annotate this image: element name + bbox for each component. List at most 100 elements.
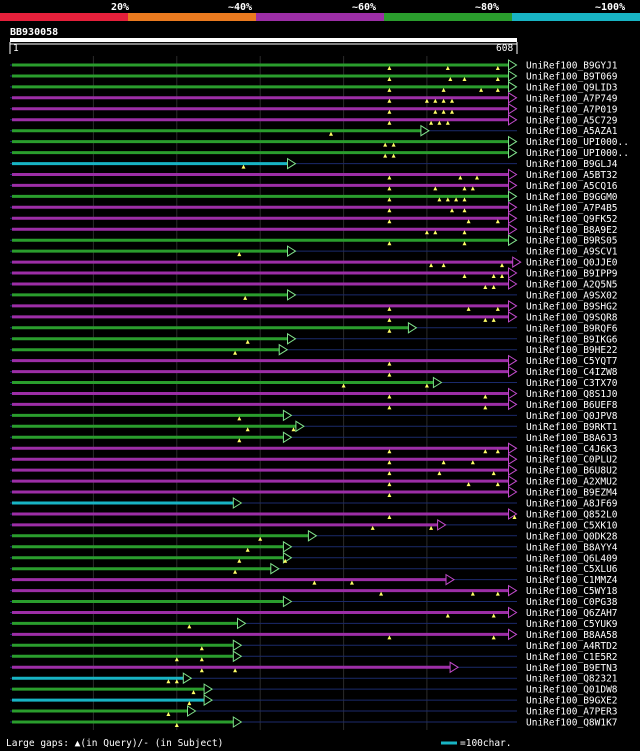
hit-label[interactable]: UniRef100_C5YUK9 <box>526 619 618 630</box>
hit-label[interactable]: UniRef100_C1MMZ4 <box>526 575 618 586</box>
gap-marker <box>424 230 429 235</box>
gap-marker <box>483 285 488 289</box>
hit-arrowhead <box>232 650 243 663</box>
gap-marker <box>495 482 500 487</box>
hit-label[interactable]: UniRef100_Q8W1K7 <box>526 718 618 729</box>
hit-arrowhead <box>508 146 518 159</box>
hit-label[interactable]: UniRef100_B9SHG2 <box>526 301 618 312</box>
hit-label[interactable]: UniRef100_B9ETN3 <box>526 663 618 674</box>
hit-label[interactable]: UniRef100_A5BT32 <box>526 170 618 181</box>
hit-label[interactable]: UniRef100_A4RTD2 <box>526 641 618 652</box>
hit-label[interactable]: UniRef100_Q6L409 <box>526 553 618 564</box>
hit-label[interactable]: UniRef100_Q82321 <box>526 674 618 685</box>
gap-marker <box>174 657 179 662</box>
hit-label[interactable]: UniRef100_B9GGM0 <box>526 192 618 203</box>
hit-arrowhead <box>232 639 243 652</box>
hit-arrowhead <box>203 694 214 707</box>
query-title[interactable]: BB930058 <box>10 27 58 38</box>
hit-label[interactable]: UniRef100_Q0DK28 <box>526 531 618 542</box>
hit-label[interactable]: UniRef100_B9RQF6 <box>526 323 618 334</box>
hit-label[interactable]: UniRef100_B6UEF8 <box>526 400 618 411</box>
hit-label[interactable]: UniRef100_B8A9E2 <box>526 225 618 236</box>
legend-label-100: ~100% <box>595 2 625 13</box>
hit-label[interactable]: UniRef100_A9SX02 <box>526 290 618 301</box>
hit-arrowhead <box>508 223 518 236</box>
hit-label[interactable]: UniRef100_A5C729 <box>526 115 618 126</box>
hit-label[interactable]: UniRef100_C1E5R2 <box>526 652 618 663</box>
hit-label[interactable]: UniRef100_C4IZW8 <box>526 367 618 378</box>
hit-label[interactable]: UniRef100_B9GXE2 <box>526 696 618 707</box>
hit-arrowhead <box>282 409 293 422</box>
hit-label[interactable]: UniRef100_C4J6K3 <box>526 444 618 455</box>
hit-label[interactable]: UniRef100_C0PLU2 <box>526 455 618 466</box>
gap-marker <box>445 613 450 618</box>
hit-label[interactable]: UniRef100_B8AYY4 <box>526 542 618 553</box>
hit-label[interactable]: UniRef100_Q0JJE0 <box>526 258 618 269</box>
gap-marker <box>387 98 392 103</box>
hit-label[interactable]: UniRef100_Q6ZAH7 <box>526 608 618 619</box>
gap-legend-text: Large gaps: ▲(in Query)/- (in Subject) <box>6 738 223 749</box>
hit-label[interactable]: UniRef100_A7P4B5 <box>526 203 618 214</box>
hit-label[interactable]: UniRef100_A9SCV1 <box>526 247 618 258</box>
hit-label[interactable]: UniRef100_A7P019 <box>526 104 618 115</box>
gap-marker <box>237 438 242 443</box>
query-end-label: 608 <box>496 43 513 54</box>
hit-label[interactable]: UniRef100_B9RKT1 <box>526 422 618 433</box>
hit-label[interactable]: UniRef100_A2XMU2 <box>526 477 618 488</box>
hit-label[interactable]: UniRef100_A2Q5N5 <box>526 280 618 291</box>
hit-label[interactable]: UniRef100_A7PER3 <box>526 707 618 718</box>
hit-label[interactable]: UniRef100_C5WY18 <box>526 586 618 597</box>
hit-label[interactable]: UniRef100_B9GLJ4 <box>526 159 618 170</box>
legend-color-segment <box>384 13 512 21</box>
hit-label[interactable]: UniRef100_B9HE22 <box>526 345 618 356</box>
gap-marker <box>233 668 238 673</box>
gap-marker <box>387 109 392 114</box>
hit-arrowhead <box>512 256 522 269</box>
hit-label[interactable]: UniRef100_B6U8U2 <box>526 466 618 477</box>
hit-arrowhead <box>508 442 518 455</box>
gap-marker <box>429 120 434 125</box>
hit-label[interactable]: UniRef100_B8A6J3 <box>526 433 618 444</box>
gap-marker <box>470 591 475 596</box>
hit-label[interactable]: UniRef100_Q0JPV8 <box>526 411 618 422</box>
hit-label[interactable]: UniRef100_C5XK10 <box>526 520 618 531</box>
hit-label[interactable]: UniRef100_C5XLU6 <box>526 564 618 575</box>
hit-label[interactable]: UniRef100_Q01DW8 <box>526 685 618 696</box>
gap-marker <box>433 109 438 114</box>
hit-label[interactable]: UniRef100_Q9LID3 <box>526 82 618 93</box>
hit-label[interactable]: UniRef100_Q852L0 <box>526 510 618 521</box>
gap-marker <box>495 306 500 311</box>
gap-marker <box>429 525 434 530</box>
gap-marker <box>462 230 467 235</box>
hit-label[interactable]: UniRef100_A5CQ16 <box>526 181 618 192</box>
hit-label[interactable]: UniRef100_B9EZM4 <box>526 488 618 499</box>
gap-marker <box>495 87 500 92</box>
hit-label[interactable]: UniRef100_A8JF69 <box>526 499 618 510</box>
hit-label[interactable]: UniRef100_C5YQT7 <box>526 356 618 367</box>
hit-label[interactable]: UniRef100_B9RS05 <box>526 236 618 247</box>
hit-arrowhead <box>508 606 518 619</box>
gap-marker <box>450 109 454 114</box>
hit-label[interactable]: UniRef100_A5AZA1 <box>526 126 618 137</box>
hit-label[interactable]: UniRef100_Q8S1J0 <box>526 389 618 400</box>
hit-label[interactable]: UniRef100_B9IPP9 <box>526 269 618 280</box>
hit-arrowhead <box>232 497 243 509</box>
hit-label[interactable]: UniRef100_Q9FK52 <box>526 214 618 225</box>
gap-marker <box>495 591 500 596</box>
gap-marker <box>445 197 450 202</box>
hit-label[interactable]: UniRef100_B8AA58 <box>526 630 618 641</box>
hit-label[interactable]: UniRef100_B9IKG6 <box>526 334 618 345</box>
hit-label[interactable]: UniRef100_UPI000.. <box>526 148 629 159</box>
hit-label[interactable]: UniRef100_UPI000.. <box>526 137 629 148</box>
gap-marker <box>387 449 392 454</box>
hit-label[interactable]: UniRef100_B9T069 <box>526 72 618 83</box>
hit-label[interactable]: UniRef100_Q9SQR8 <box>526 312 618 323</box>
hit-label[interactable]: UniRef100_B9GYJ1 <box>526 61 618 72</box>
hit-arrowhead <box>432 376 443 389</box>
hit-label[interactable]: UniRef100_A7P749 <box>526 93 618 104</box>
gap-marker <box>387 482 392 487</box>
hit-arrowhead <box>508 398 518 411</box>
hit-arrowhead <box>449 661 460 674</box>
hit-label[interactable]: UniRef100_C0PG38 <box>526 597 618 608</box>
hit-label[interactable]: UniRef100_C3TX70 <box>526 378 618 389</box>
